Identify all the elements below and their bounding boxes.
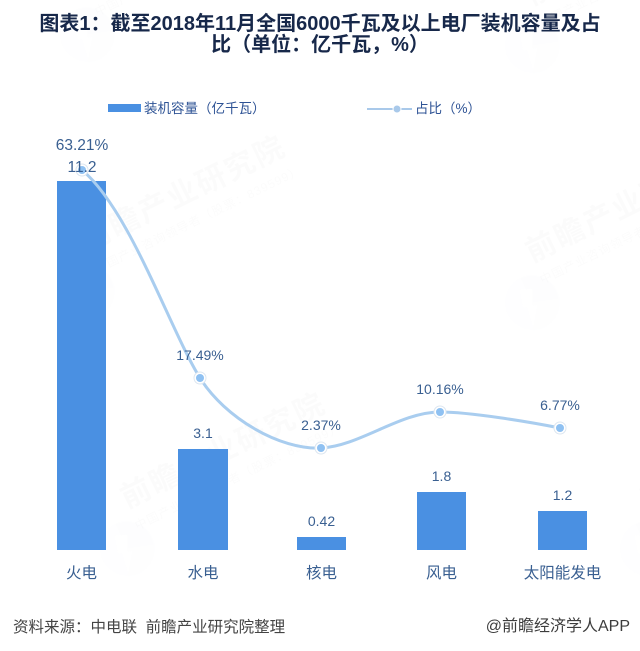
svg-text:装机容量（亿千瓦）: 装机容量（亿千瓦） [144, 100, 266, 116]
svg-text:1.8: 1.8 [432, 468, 452, 484]
svg-text:风电: 风电 [426, 564, 457, 582]
svg-text:火电: 火电 [66, 564, 97, 582]
svg-text:2.37%: 2.37% [301, 417, 341, 433]
svg-text:10.16%: 10.16% [416, 381, 463, 397]
svg-text:3.1: 3.1 [193, 425, 213, 441]
svg-text:太阳能发电: 太阳能发电 [524, 564, 602, 582]
svg-text:占比（%）: 占比（%） [415, 101, 481, 116]
svg-text:6.77%: 6.77% [540, 397, 580, 413]
svg-text:核电: 核电 [306, 564, 337, 582]
svg-text:63.21%: 63.21% [56, 137, 109, 154]
svg-text:17.49%: 17.49% [176, 347, 223, 363]
svg-text:11.2: 11.2 [67, 159, 96, 176]
svg-text:水电: 水电 [187, 564, 218, 582]
svg-text:0.42: 0.42 [308, 513, 335, 529]
svg-text:1.2: 1.2 [553, 487, 573, 503]
